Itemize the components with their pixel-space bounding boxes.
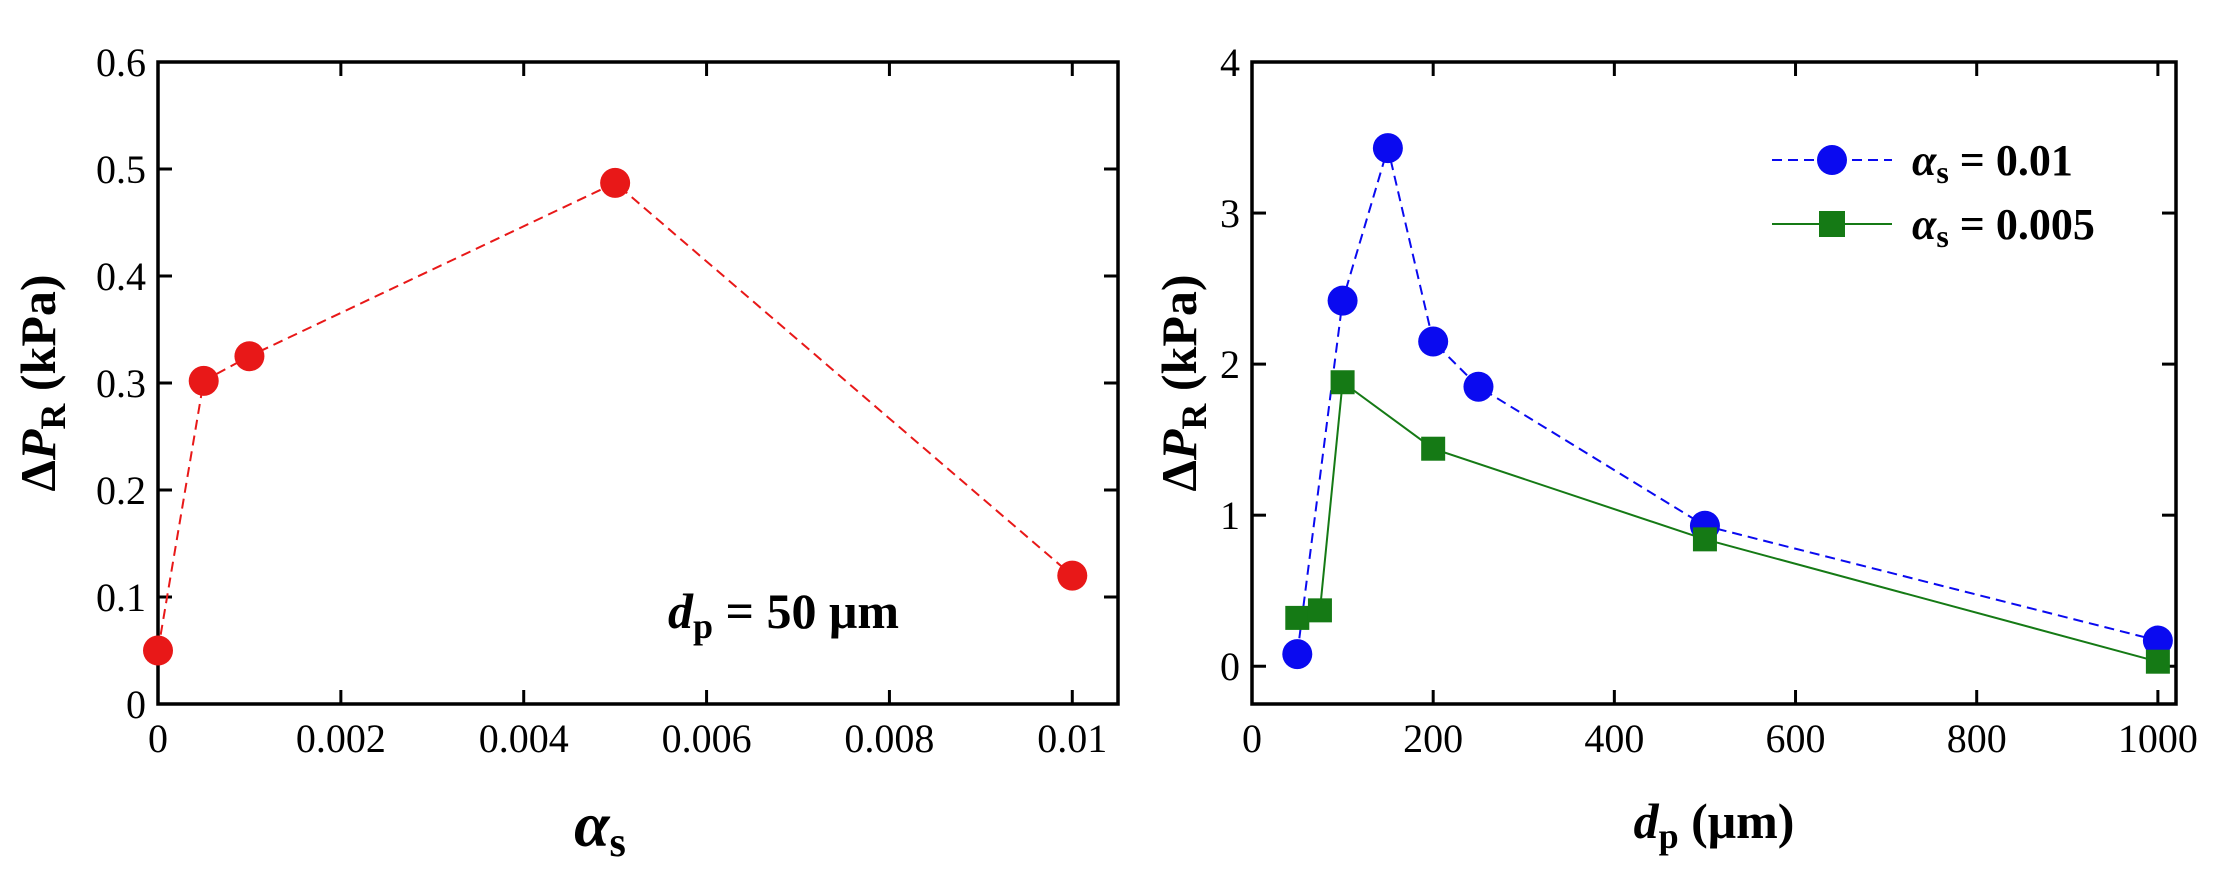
right-y-axis-label: ΔPR (kPa) [1151,274,1214,491]
left-x-tick-label: 0.01 [1037,716,1107,761]
right-y-axis-label-units: (kPa) [1151,274,1207,403]
left-y-tick-label: 0.1 [96,575,146,620]
left-x-tick-label: 0 [148,716,168,761]
left-series-1-point [1057,560,1088,591]
right-y-tick-label: 4 [1220,40,1240,85]
left-annotation-text: = 50 μm [713,583,899,639]
legend-label-series-2-symbol: α [1912,200,1937,249]
left-series-lines [157,181,1073,651]
left-annotation-subscript: p [693,606,713,646]
left-annotation: dp = 50 μm [668,583,899,646]
right-x-tick-label: 0 [1242,716,1262,761]
left-y-tick-label: 0 [126,682,146,727]
right-series-1-point [1372,133,1403,164]
right-series-1-point [1282,639,1313,670]
left-y-tick-label: 0.3 [96,361,146,406]
right-x-tick-label: 800 [1947,716,2007,761]
legend-label-series-2-value: = 0.005 [1949,200,2095,249]
left-y-axis-label-subscript: R [33,403,73,430]
right-x-axis-label-subscript: p [1659,816,1679,856]
right-plot-frame [1250,60,2178,706]
right-y-tick-label: 2 [1220,342,1240,387]
left-series-1-point [600,167,631,198]
right-y-tick-label: 3 [1220,191,1240,236]
left-y-axis-label-units: (kPa) [10,274,66,403]
left-y-axis-label: ΔPR (kPa) [10,274,73,491]
legend-label-series-1-symbol: α [1912,136,1937,185]
left-y-axis-label-symbol: P [10,429,66,461]
right-x-tick-label: 600 [1766,716,1826,761]
left-x-tick-label: 0.006 [662,716,752,761]
right-series-2-point [1421,436,1446,461]
legend-marker-series-1 [1817,145,1847,175]
right-series-2-point [2145,649,2170,674]
right-series-1-point [1463,371,1494,402]
right-series-1-point [1418,326,1449,357]
right-x-axis-label: dp (μm) [1634,793,1795,856]
legend-label-series-1-value: = 0.01 [1949,136,2073,185]
legend-label-series-1-subscript: s [1936,154,1948,190]
right-x-tick-label: 400 [1584,716,1644,761]
legend-label-series-2: αs = 0.005 [1912,200,2095,254]
right-y-axis-label-prefix: Δ [1151,460,1207,491]
left-x-axis-label-symbol: α [574,789,611,860]
left-x-tick-label: 0.008 [844,716,934,761]
right-x-axis-label-symbol: d [1634,793,1660,849]
left-y-tick-label: 0.5 [96,147,146,192]
right-series-1-point [2142,625,2173,656]
legend-entry-series-2: αs = 0.005 [1772,200,2095,254]
left-y-tick-label: 0.4 [96,254,146,299]
right-series-2-point [1330,370,1355,395]
left-y-tick-label: 0.2 [96,468,146,513]
right-series-2-line [1296,380,2159,663]
left-y-tick-label: 0.6 [96,40,146,85]
right-x-tick-label: 200 [1403,716,1463,761]
right-x-tick-label: 1000 [2118,716,2198,761]
left-series-1-line [157,181,1073,651]
right-y-tick-label: 1 [1220,493,1240,538]
left-series-1-point [188,365,219,396]
right-legend: αs = 0.01 αs = 0.005 [1772,136,2095,254]
legend-marker-series-2 [1819,211,1845,237]
chart-right: 0 200 400 600 800 1000 0 1 2 3 4 dp (μm) ΔPR (kPa)… [1151,40,2198,856]
right-series-2-point [1692,527,1717,552]
left-series-1-point [143,635,173,666]
right-x-axis-label-units: (μm) [1679,793,1795,849]
legend-entry-series-1: αs = 0.01 [1772,136,2073,190]
left-x-axis-label-subscript: s [610,820,626,866]
left-annotation-symbol: d [668,583,694,639]
right-series-2-point [1307,598,1332,623]
left-x-tick-label: 0.002 [296,716,386,761]
left-x-axis-label: αs [574,789,626,866]
right-y-axis-label-subscript: R [1174,403,1214,430]
right-y-axis-label-symbol: P [1151,429,1207,461]
left-axes-ticks: 0 0.002 0.004 0.006 0.008 0.01 0 0.1 0.2 0.3 0.4 0.… [96,40,1118,761]
right-series-marks [1282,133,2173,674]
right-axes-ticks: 0 200 400 600 800 1000 0 1 2 3 4 [1220,40,2198,761]
right-series-1-point [1327,285,1358,316]
right-series-2-point [1285,605,1310,630]
chart-left: 0 0.002 0.004 0.006 0.008 0.01 0 0.1 0.2 0.3 0.4 0.… [10,40,1120,866]
left-series-marks [143,167,1088,666]
left-plot-frame [156,60,1120,706]
legend-label-series-2-subscript: s [1936,218,1948,254]
left-x-tick-label: 0.004 [479,716,569,761]
right-y-tick-label: 0 [1220,644,1240,689]
left-series-1-point [234,341,265,372]
left-y-axis-label-prefix: Δ [10,460,66,491]
legend-label-series-1: αs = 0.01 [1912,136,2073,190]
